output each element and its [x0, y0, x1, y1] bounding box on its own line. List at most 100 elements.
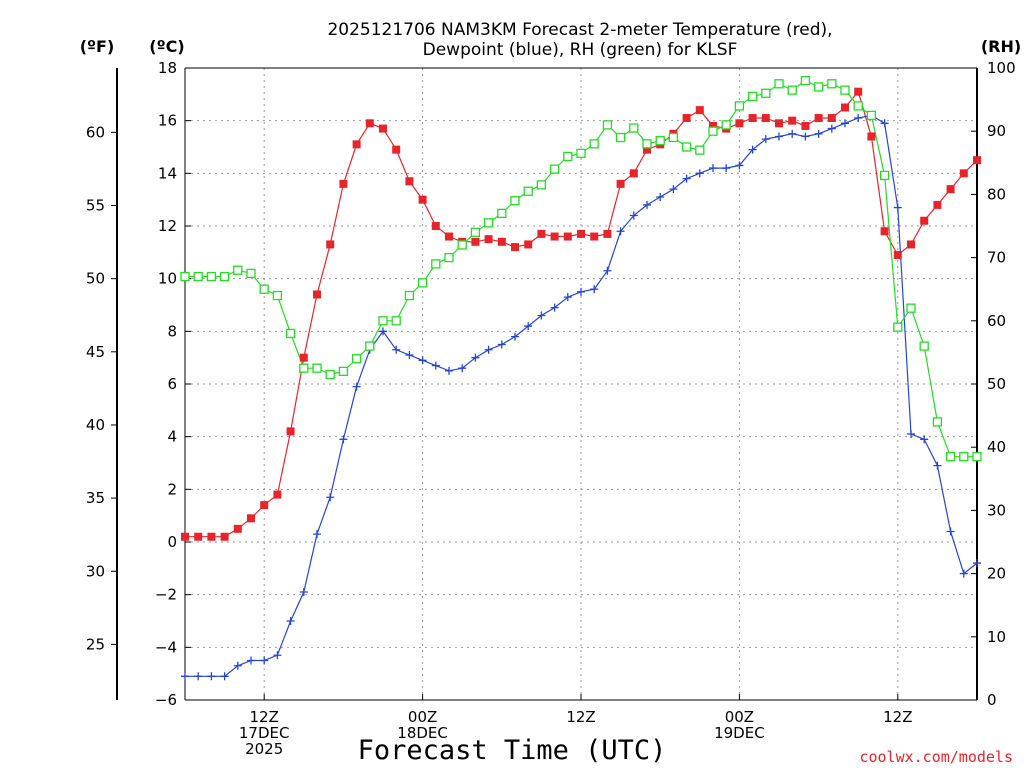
- dewpoint-point: [247, 656, 255, 665]
- dewpoint-point: [207, 672, 216, 681]
- x-tick-label: 12Z: [883, 708, 912, 726]
- credit-link[interactable]: coolwx.com/models: [859, 748, 1013, 766]
- rh-point: [523, 186, 533, 196]
- rh-point: [919, 341, 929, 351]
- rh-point: [285, 328, 296, 339]
- fahrenheit-tick-label: 45: [86, 343, 105, 361]
- dewpoint-point: [854, 114, 863, 123]
- temperature-point: [524, 240, 533, 249]
- rh-point: [945, 452, 956, 462]
- rh-point: [721, 120, 731, 130]
- tick-labels: 181614121086420−2−4−66055504540353025100…: [86, 59, 1016, 758]
- dewpoint-point: [814, 129, 823, 138]
- x-tick-label: 2025: [245, 740, 283, 758]
- rh-point: [866, 110, 877, 121]
- rh-point: [932, 417, 943, 427]
- temperature-point: [326, 240, 335, 249]
- rh-point: [325, 369, 335, 380]
- rh-point: [972, 452, 982, 462]
- temperature-point: [748, 114, 757, 123]
- x-tick-label: 19DEC: [714, 724, 765, 742]
- rh-point: [378, 316, 388, 326]
- rh-point: [549, 164, 560, 174]
- dewpoint-point: [260, 656, 269, 665]
- dewpoint-point: [603, 266, 612, 275]
- fahrenheit-tick-label: 55: [86, 197, 105, 215]
- dewpoint-point: [590, 285, 599, 294]
- temperature-point: [590, 232, 599, 241]
- dewpoint-point: [920, 435, 929, 444]
- temperature-point: [907, 240, 915, 249]
- rh-tick-label: 20: [987, 565, 1006, 583]
- dewpoint-point: [827, 124, 836, 133]
- rh-point: [787, 85, 797, 95]
- temperature-point: [379, 124, 387, 133]
- celsius-tick-label: 14: [158, 164, 177, 182]
- temperature-point: [286, 427, 295, 436]
- dewpoint-point: [682, 174, 691, 183]
- dewpoint-point: [511, 332, 519, 341]
- rh-point: [774, 79, 784, 89]
- temperature-point: [814, 114, 823, 123]
- temperature-point: [220, 532, 229, 541]
- dewpoint-point: [643, 200, 651, 209]
- temperature-point: [854, 87, 863, 96]
- temperature-point: [682, 114, 691, 123]
- dewpoint-point: [233, 661, 242, 670]
- dewpoint-point: [669, 185, 678, 194]
- x-axis-label: Forecast Time (UTC): [358, 735, 667, 766]
- rh-point: [840, 85, 850, 95]
- dewpoint-point: [841, 119, 849, 128]
- fahrenheit-tick-label: 25: [86, 635, 105, 653]
- rh-point: [734, 101, 745, 111]
- dewpoint-point: [577, 287, 585, 296]
- rh-point: [906, 303, 916, 313]
- rh-point: [431, 259, 441, 269]
- temperature-point: [537, 229, 546, 238]
- rh-point: [444, 252, 454, 263]
- celsius-tick-label: −6: [155, 691, 177, 709]
- temperature-point: [933, 200, 942, 209]
- temperature-point: [893, 250, 902, 259]
- rh-tick-label: 100: [987, 59, 1016, 77]
- temperature-point: [880, 227, 889, 236]
- dewpoint-point: [392, 345, 401, 354]
- x-tick-label: 18DEC: [397, 724, 448, 742]
- rh-point: [180, 271, 190, 282]
- rh-point: [681, 142, 692, 152]
- temperature-point: [207, 532, 216, 541]
- fahrenheit-tick-label: 50: [86, 270, 105, 288]
- rh-point: [747, 91, 758, 102]
- rh-point: [602, 120, 613, 130]
- dewpoint-point: [695, 169, 704, 178]
- rh-point: [246, 268, 256, 279]
- celsius-tick-label: 16: [158, 112, 177, 130]
- rh-point: [655, 136, 665, 146]
- rh-point: [365, 341, 375, 351]
- temperature-point: [867, 132, 876, 141]
- rh-tick-label: 30: [987, 501, 1006, 519]
- rh-point: [312, 363, 322, 373]
- rh-point: [351, 354, 362, 364]
- series-line-rh: [185, 79, 977, 458]
- temperature-point: [709, 121, 717, 130]
- celsius-tick-label: −4: [155, 638, 177, 656]
- rh-point: [615, 132, 626, 143]
- rh-point: [959, 452, 969, 462]
- temperature-point: [695, 106, 704, 115]
- temperature-point: [299, 353, 308, 362]
- temperature-point: [365, 119, 374, 128]
- rh-point: [589, 139, 599, 149]
- rh-point: [813, 82, 824, 92]
- temperature-point: [497, 237, 506, 246]
- celsius-tick-label: 6: [167, 375, 177, 393]
- rh-point: [510, 196, 520, 206]
- rh-point: [576, 148, 586, 158]
- temperature-point: [313, 290, 321, 299]
- fahrenheit-tick-label: 40: [86, 416, 105, 434]
- temperature-point: [603, 229, 612, 238]
- dewpoint-point: [748, 145, 757, 154]
- fahrenheit-tick-label: 60: [86, 123, 105, 141]
- dewpoint-point: [735, 161, 744, 170]
- dewpoint-point: [801, 132, 810, 141]
